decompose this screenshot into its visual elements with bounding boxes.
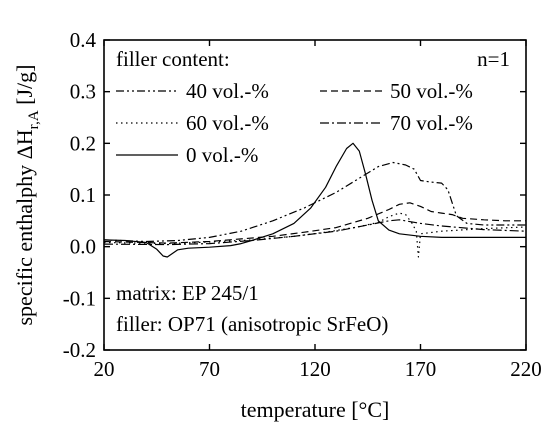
y-tick-label-3: 0.1 <box>70 183 96 207</box>
y-axis-title-subscript: r,A <box>26 110 42 129</box>
y-tick-label-5: 0.3 <box>70 80 96 104</box>
x-tick-label-3: 170 <box>405 357 437 381</box>
y-axis-title-unit: [J/g] <box>12 64 37 110</box>
legend-label-0: 0 vol.-% <box>186 143 258 167</box>
axes: 20 70 120 170 220 -0.2 -0.1 0.0 0.1 0.2 0.3 0.4 <box>63 28 542 381</box>
legend-title: filler content: <box>116 47 230 71</box>
plot-area <box>104 142 526 258</box>
x-tick-label-2: 120 <box>299 357 331 381</box>
y-tick-label-2: 0.0 <box>70 235 96 259</box>
y-axis-title-main: specific enthalphy ΔH <box>12 129 37 325</box>
sample-count-label: n=1 <box>477 47 510 71</box>
y-tick-label-1: -0.1 <box>63 286 96 310</box>
x-tick-label-1: 70 <box>199 357 220 381</box>
y-tick-label-6: 0.4 <box>70 28 97 52</box>
series-line-0 <box>104 142 526 258</box>
legend-label-1: 40 vol.-% <box>186 79 269 103</box>
x-axis-title: temperature [°C] <box>241 397 390 422</box>
x-tick-label-0: 20 <box>94 357 115 381</box>
legend: 0 vol.-% 40 vol.-% 50 vol.-% 60 vol.-% 70 vo… <box>116 79 473 167</box>
y-axis-title: specific enthalphy ΔHr,A [J/g] <box>12 64 42 325</box>
y-tick-label-4: 0.2 <box>70 131 96 155</box>
series-line-1 <box>104 161 526 243</box>
filler-annotation: filler: OP71 (anisotropic SrFeO) <box>116 312 388 336</box>
x-tick-label-4: 220 <box>510 357 542 381</box>
legend-label-4: 70 vol.-% <box>390 111 473 135</box>
matrix-annotation: matrix: EP 245/1 <box>116 281 259 305</box>
y-tick-label-0: -0.2 <box>63 338 96 362</box>
series-line-2 <box>104 202 526 244</box>
legend-label-2: 50 vol.-% <box>390 79 473 103</box>
series-line-4 <box>104 219 526 246</box>
legend-label-3: 60 vol.-% <box>186 111 269 135</box>
series-line-3 <box>104 212 526 258</box>
